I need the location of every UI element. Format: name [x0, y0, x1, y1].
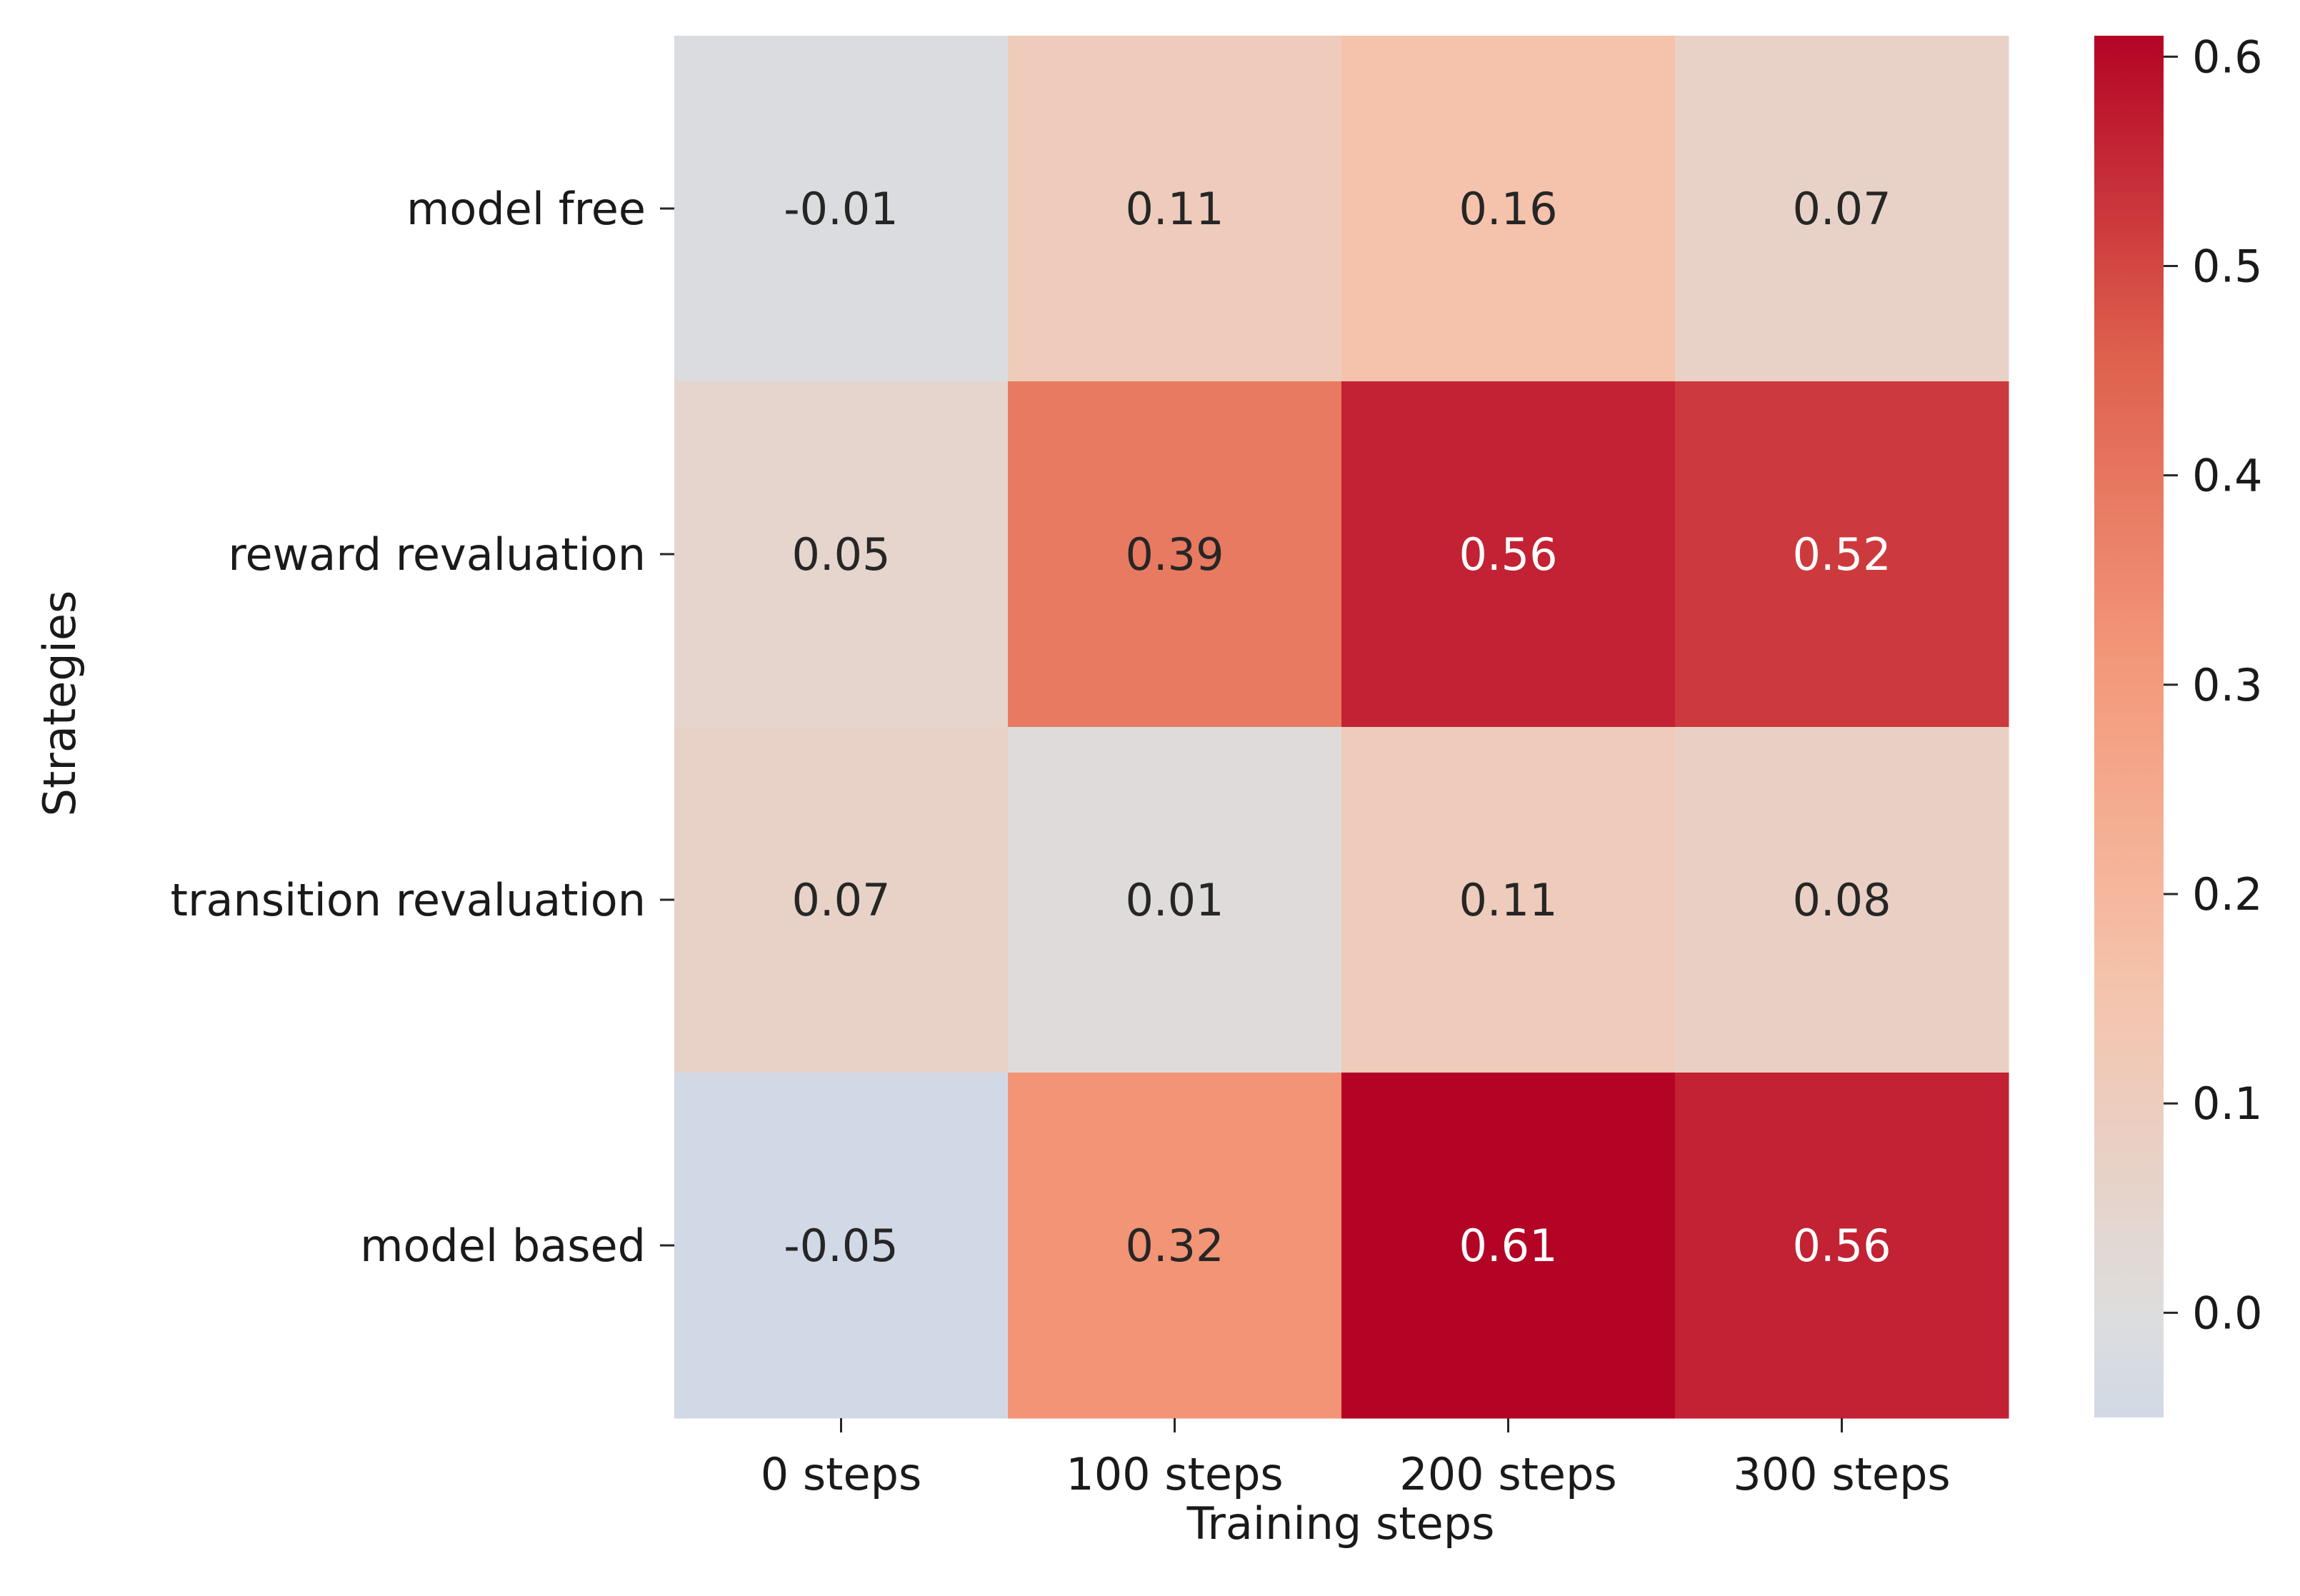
- y-tick-label: model based: [360, 1220, 646, 1272]
- heatmap-cell: [674, 381, 1009, 728]
- cell-value-label: 0.11: [1459, 874, 1557, 926]
- cell-value-label: 0.07: [791, 874, 890, 926]
- x-tick-label: 200 steps: [1399, 1448, 1616, 1500]
- cell-value-label: 0.16: [1459, 183, 1557, 235]
- x-tick-label: 0 steps: [761, 1448, 922, 1500]
- cell-value-label: 0.05: [791, 528, 890, 581]
- x-tick-label: 300 steps: [1733, 1448, 1950, 1500]
- heatmap-cell: [1008, 727, 1342, 1073]
- x-axis: 0 steps 100 steps 200 steps 300 steps: [761, 1418, 1951, 1500]
- colorbar-tick-label: 0.5: [2192, 241, 2263, 293]
- colorbar-tick-label: 0.4: [2192, 450, 2263, 502]
- cell-value-label: -0.05: [784, 1220, 898, 1272]
- heatmap-cell: [1008, 381, 1342, 728]
- colorbar-tick-label: 0.1: [2192, 1078, 2263, 1130]
- cell-value-label: 0.32: [1125, 1220, 1224, 1272]
- y-axis-label: Strategies: [34, 591, 86, 817]
- heatmap-cell: [1675, 381, 2009, 728]
- cell-value-label: -0.01: [784, 183, 898, 235]
- cell-value-label: 0.01: [1125, 874, 1224, 926]
- heatmap-cell: [1675, 1073, 2009, 1419]
- y-tick-label: transition revaluation: [171, 874, 646, 926]
- heatmap-cell: [1341, 381, 1676, 728]
- heatmap-cell-labels: -0.01 0.11 0.16 0.07 0.05 0.39 0.56 0.52 0.07 0.0…: [784, 183, 1891, 1272]
- heatmap-cell: [674, 1073, 1009, 1419]
- cell-value-label: 0.39: [1125, 528, 1224, 581]
- heatmap-cell: [674, 727, 1009, 1073]
- cell-value-label: 0.61: [1459, 1220, 1557, 1272]
- heatmap-cell: [1675, 36, 2009, 382]
- x-tick-label: 100 steps: [1066, 1448, 1283, 1500]
- heatmap-cell: [1675, 727, 2009, 1073]
- cell-value-label: 0.52: [1792, 528, 1891, 581]
- colorbar-tick-label: 0.0: [2192, 1287, 2263, 1339]
- y-tick-label: model free: [406, 183, 646, 235]
- heatmap-cell: [1341, 36, 1676, 382]
- colorbar: 0.0 0.1 0.2 0.3 0.4 0.5 0.6: [2094, 31, 2263, 1417]
- x-axis-label: Training steps: [1186, 1497, 1495, 1550]
- heatmap-cell: [1341, 1073, 1676, 1419]
- heatmap-cell: [1341, 727, 1676, 1073]
- heatmap-cell: [674, 36, 1009, 382]
- heatmap-cell: [1008, 1073, 1342, 1419]
- y-axis: model free reward revaluation transition r…: [171, 183, 674, 1272]
- colorbar-tick-label: 0.2: [2192, 868, 2263, 920]
- colorbar-ticks: 0.0 0.1 0.2 0.3 0.4 0.5 0.6: [2164, 31, 2263, 1339]
- colorbar-gradient: [2094, 36, 2164, 1417]
- cell-value-label: 0.56: [1459, 528, 1557, 581]
- cell-value-label: 0.11: [1125, 183, 1224, 235]
- colorbar-tick-label: 0.6: [2192, 31, 2263, 83]
- cell-value-label: 0.08: [1792, 874, 1891, 926]
- colorbar-tick-label: 0.3: [2192, 659, 2263, 711]
- cell-value-label: 0.56: [1792, 1220, 1891, 1272]
- y-tick-label: reward revaluation: [228, 528, 646, 581]
- heatmap-cells: [674, 36, 2009, 1419]
- cell-value-label: 0.07: [1792, 183, 1891, 235]
- heatmap-cell: [1008, 36, 1342, 382]
